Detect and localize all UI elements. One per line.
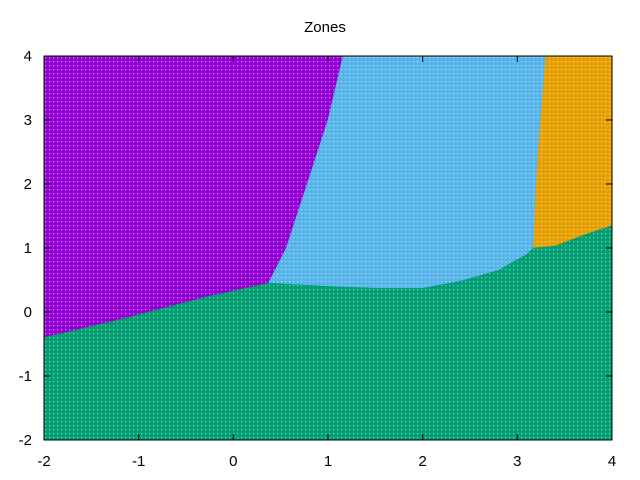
y-tick-label: 2 — [24, 176, 32, 193]
y-tick-label: 4 — [24, 48, 32, 65]
y-tick-label: 3 — [24, 112, 32, 129]
x-tick-label: 4 — [608, 453, 616, 470]
chart-title: Zones — [304, 19, 346, 36]
x-tick-label: -2 — [37, 453, 50, 470]
y-tick-label: -2 — [19, 432, 32, 449]
x-tick-label: 0 — [229, 453, 237, 470]
y-tick-label: 0 — [24, 304, 32, 321]
x-tick-label: 2 — [418, 453, 426, 470]
x-tick-label: 3 — [513, 453, 521, 470]
y-tick-label: -1 — [19, 368, 32, 385]
x-tick-label: 1 — [324, 453, 332, 470]
zones-layer — [43, 55, 613, 441]
y-tick-label: 1 — [24, 240, 32, 257]
y-axis: -2 -1 0 1 2 3 4 — [19, 48, 612, 449]
zone-green — [43, 225, 613, 441]
zone-orange — [533, 55, 613, 249]
x-tick-label: -1 — [132, 453, 145, 470]
x-axis: -2 -1 0 1 2 3 4 — [37, 56, 616, 470]
